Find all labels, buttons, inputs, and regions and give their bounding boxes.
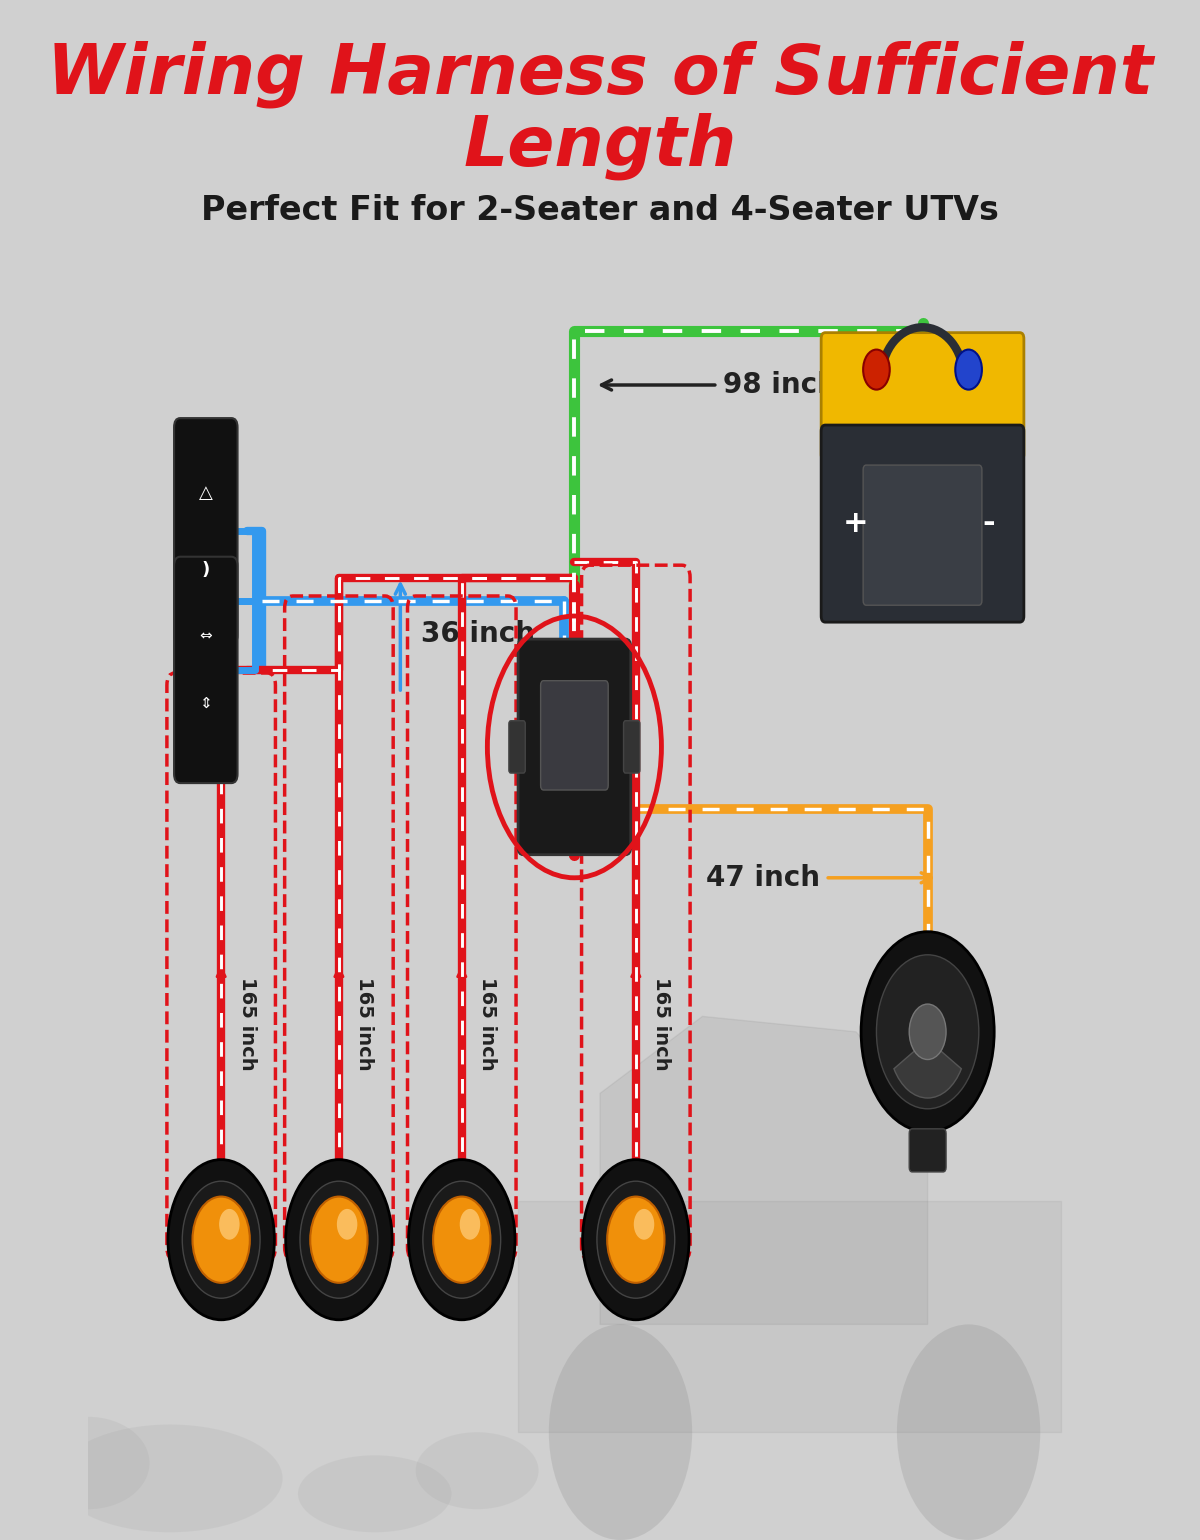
Text: 98 inch: 98 inch	[722, 371, 836, 399]
FancyBboxPatch shape	[821, 333, 1024, 460]
Circle shape	[910, 1004, 946, 1060]
Text: ⇔: ⇔	[199, 628, 212, 644]
Ellipse shape	[58, 1424, 282, 1532]
Text: 165 inch: 165 inch	[478, 978, 497, 1070]
Circle shape	[634, 1209, 654, 1240]
FancyBboxPatch shape	[174, 557, 238, 784]
Circle shape	[862, 932, 994, 1132]
FancyBboxPatch shape	[541, 681, 608, 790]
Ellipse shape	[26, 1417, 150, 1509]
Text: △: △	[199, 484, 212, 502]
FancyBboxPatch shape	[624, 721, 640, 773]
Circle shape	[460, 1209, 480, 1240]
FancyBboxPatch shape	[518, 639, 631, 855]
Circle shape	[168, 1160, 275, 1320]
Polygon shape	[518, 1201, 1061, 1432]
Circle shape	[896, 1324, 1040, 1540]
Circle shape	[548, 1324, 692, 1540]
Text: 47 inch: 47 inch	[706, 864, 820, 892]
FancyBboxPatch shape	[910, 1129, 946, 1172]
Circle shape	[192, 1197, 250, 1283]
Text: Length: Length	[463, 112, 737, 180]
Text: +: +	[844, 510, 869, 537]
Circle shape	[311, 1197, 367, 1283]
Circle shape	[182, 1181, 260, 1298]
Polygon shape	[600, 1016, 928, 1324]
FancyBboxPatch shape	[509, 721, 526, 773]
FancyBboxPatch shape	[174, 419, 238, 645]
Circle shape	[220, 1209, 240, 1240]
FancyBboxPatch shape	[821, 425, 1024, 622]
Circle shape	[596, 1181, 674, 1298]
Ellipse shape	[415, 1432, 539, 1509]
Circle shape	[876, 955, 979, 1109]
Circle shape	[422, 1181, 500, 1298]
Circle shape	[955, 350, 982, 390]
Circle shape	[300, 1181, 378, 1298]
Text: 165 inch: 165 inch	[355, 978, 374, 1070]
Circle shape	[433, 1197, 491, 1283]
Text: 165 inch: 165 inch	[238, 978, 257, 1070]
Text: ⇕: ⇕	[199, 696, 212, 711]
Wedge shape	[894, 1040, 961, 1098]
Ellipse shape	[298, 1455, 451, 1532]
Circle shape	[286, 1160, 392, 1320]
Text: 165 inch: 165 inch	[653, 978, 671, 1070]
Text: Perfect Fit for 2-Seater and 4-Seater UTVs: Perfect Fit for 2-Seater and 4-Seater UT…	[202, 194, 998, 228]
Text: 36 inch: 36 inch	[421, 621, 535, 648]
Circle shape	[408, 1160, 515, 1320]
FancyBboxPatch shape	[863, 465, 982, 605]
Circle shape	[582, 1160, 689, 1320]
Text: Wiring Harness of Sufficient: Wiring Harness of Sufficient	[47, 40, 1153, 108]
Text: ): )	[202, 561, 210, 579]
Text: -: -	[983, 510, 995, 537]
Circle shape	[337, 1209, 358, 1240]
Circle shape	[607, 1197, 665, 1283]
Circle shape	[863, 350, 889, 390]
